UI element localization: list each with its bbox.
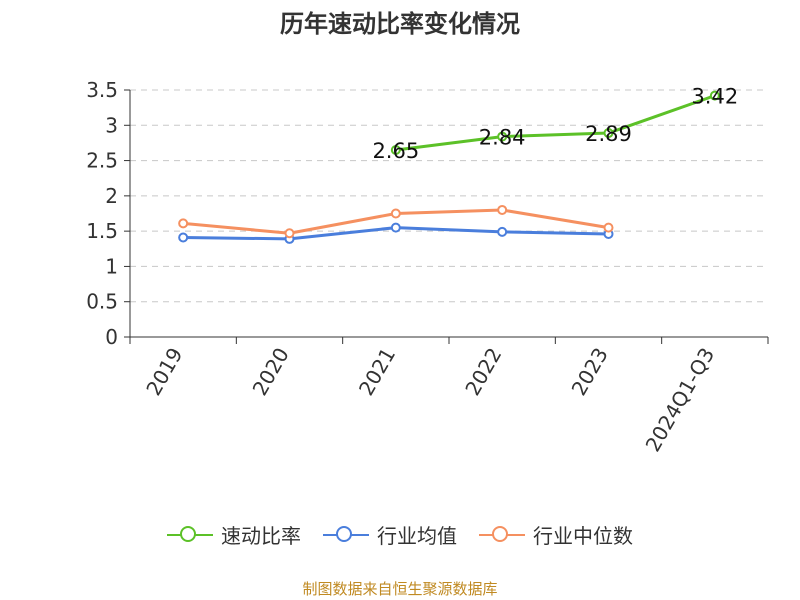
data-point (497, 226, 508, 237)
legend-item-industry-median[interactable]: 行业中位数 (479, 520, 633, 549)
x-tick-label: 2021 (354, 344, 400, 400)
legend-marker-icon (479, 525, 525, 544)
data-point (603, 222, 614, 233)
y-tick-label: 0 (105, 325, 118, 349)
x-tick-label: 2022 (460, 343, 506, 399)
data-point (709, 90, 720, 101)
data-label: 2.65 (372, 139, 419, 163)
data-point (178, 218, 189, 229)
data-label: 3.42 (691, 85, 738, 109)
data-source-note: 制图数据来自恒生聚源数据库 (302, 580, 498, 598)
y-tick-label: 2.5 (86, 149, 118, 173)
data-point (390, 144, 401, 155)
series-line (395, 94, 716, 152)
y-tick-label: 2 (105, 184, 118, 208)
legend-marker-icon (167, 525, 213, 544)
legend-item-quick-ratio[interactable]: 速动比率 (167, 520, 301, 549)
data-point (284, 228, 295, 239)
x-tick-label: 2020 (248, 344, 294, 400)
legend-label: 行业均值 (377, 524, 457, 548)
y-tick-label: 3 (105, 113, 118, 137)
data-point (390, 222, 401, 233)
x-tick-label: 2019 (141, 344, 187, 400)
data-point (178, 232, 189, 243)
data-point (497, 131, 508, 142)
legend-label: 行业中位数 (533, 524, 633, 548)
legend-label: 速动比率 (221, 524, 301, 548)
data-label: 2.84 (479, 126, 526, 150)
data-point (497, 204, 508, 215)
y-tick-label: 1.5 (86, 219, 118, 243)
x-tick-label: 2024Q1-Q3 (640, 344, 719, 456)
data-label: 2.89 (585, 122, 632, 146)
y-tick-label: 3.5 (86, 78, 118, 102)
legend-marker-icon (323, 525, 369, 544)
chart-title: 历年速动比率变化情况 (280, 10, 520, 38)
data-point (603, 128, 614, 139)
legend-item-industry-mean[interactable]: 行业均值 (323, 520, 457, 549)
x-tick-label: 2023 (567, 344, 613, 400)
legend: 速动比率 行业均值 行业中位数 (0, 520, 800, 549)
y-tick-label: 0.5 (86, 290, 118, 314)
data-point (390, 208, 401, 219)
y-tick-label: 1 (105, 254, 118, 278)
